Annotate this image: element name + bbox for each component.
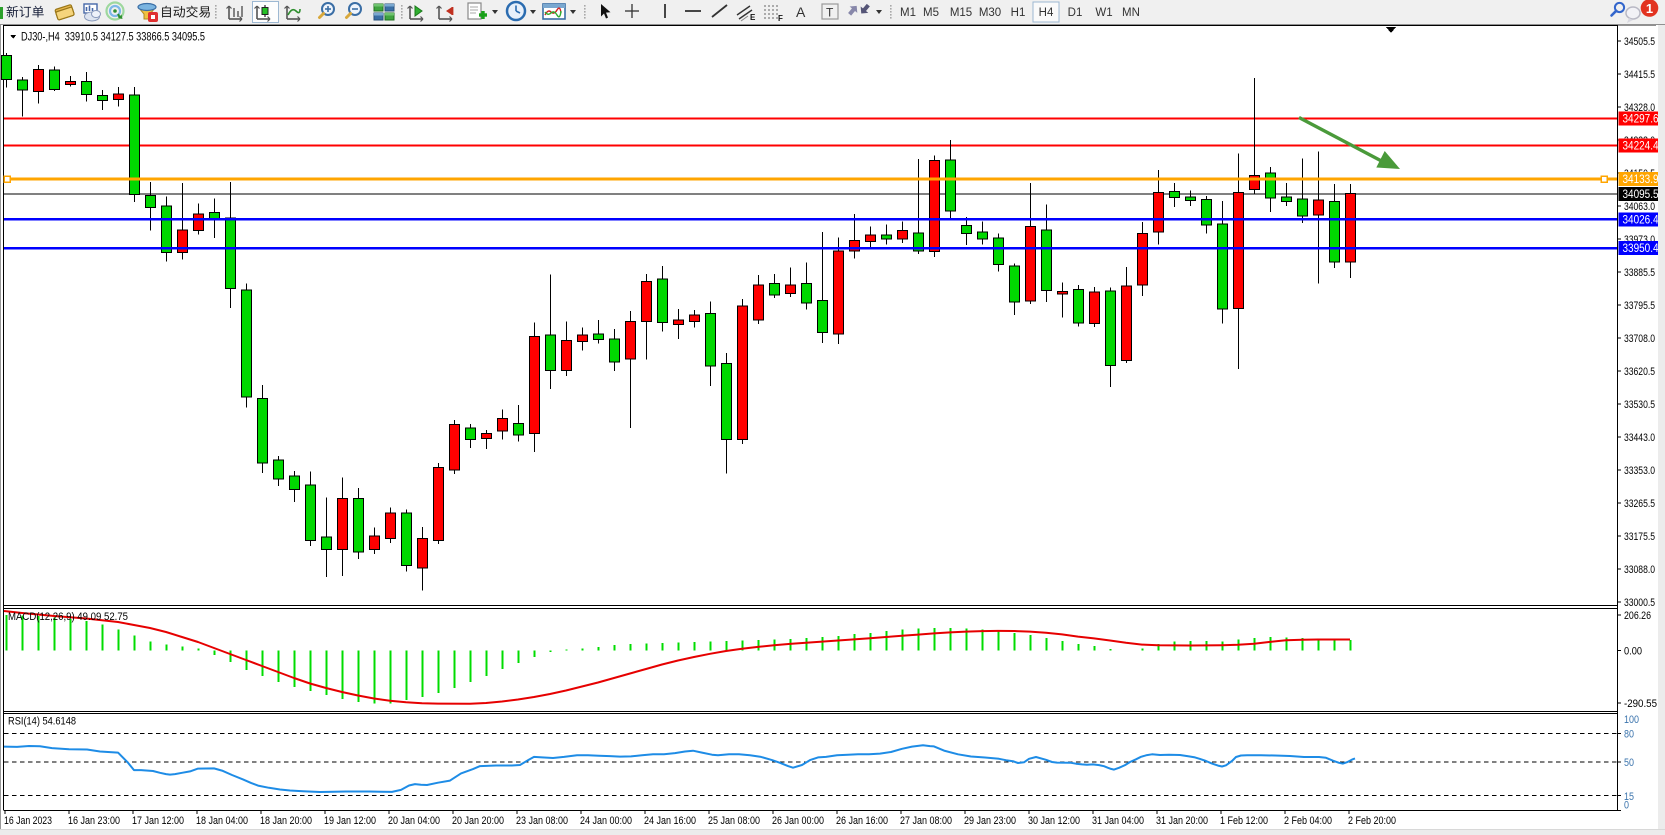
- svg-text:27 Jan 08:00: 27 Jan 08:00: [900, 815, 952, 827]
- svg-text:0: 0: [1624, 800, 1629, 812]
- svg-text:33265.5: 33265.5: [1624, 498, 1655, 510]
- svg-text:1 Feb 12:00: 1 Feb 12:00: [1220, 815, 1268, 827]
- svg-text:206.26: 206.26: [1624, 610, 1651, 622]
- svg-text:H4: H4: [1039, 7, 1054, 19]
- svg-text:33088.0: 33088.0: [1624, 564, 1655, 576]
- svg-text:1: 1: [1646, 1, 1653, 16]
- svg-text:34505.5: 34505.5: [1624, 36, 1655, 48]
- svg-text:E: E: [750, 13, 756, 22]
- svg-text:50: 50: [1624, 757, 1634, 769]
- svg-text:34297.6: 34297.6: [1623, 113, 1659, 125]
- svg-text:24 Jan 16:00: 24 Jan 16:00: [644, 815, 696, 827]
- svg-text:33620.5: 33620.5: [1624, 366, 1655, 378]
- svg-text:33353.0: 33353.0: [1624, 465, 1655, 477]
- svg-text:33885.5: 33885.5: [1624, 267, 1655, 279]
- svg-text:33443.0: 33443.0: [1624, 432, 1655, 444]
- svg-text:W1: W1: [1095, 7, 1112, 19]
- svg-text:19 Jan 12:00: 19 Jan 12:00: [324, 815, 376, 827]
- svg-text:34095.5: 34095.5: [1623, 189, 1659, 201]
- svg-text:M5: M5: [923, 7, 939, 19]
- svg-text:A: A: [796, 4, 806, 20]
- svg-text:M30: M30: [979, 7, 1001, 19]
- svg-text:RSI(14) 54.6148: RSI(14) 54.6148: [8, 716, 76, 728]
- svg-text:29 Jan 23:00: 29 Jan 23:00: [964, 815, 1016, 827]
- svg-text:17 Jan 12:00: 17 Jan 12:00: [132, 815, 184, 827]
- svg-text:16 Jan 23:00: 16 Jan 23:00: [68, 815, 120, 827]
- svg-text:33000.5: 33000.5: [1624, 597, 1655, 609]
- svg-text:33950.4: 33950.4: [1623, 243, 1660, 255]
- svg-text:2 Feb 04:00: 2 Feb 04:00: [1284, 815, 1332, 827]
- svg-text:H1: H1: [1011, 7, 1026, 19]
- svg-text:24 Jan 00:00: 24 Jan 00:00: [580, 815, 632, 827]
- svg-text:2 Feb 20:00: 2 Feb 20:00: [1348, 815, 1396, 827]
- svg-text:20 Jan 04:00: 20 Jan 04:00: [388, 815, 440, 827]
- svg-text:33795.5: 33795.5: [1624, 300, 1655, 312]
- svg-text:-290.55: -290.55: [1624, 698, 1657, 710]
- svg-text:31 Jan 20:00: 31 Jan 20:00: [1156, 815, 1208, 827]
- svg-text:31 Jan 04:00: 31 Jan 04:00: [1092, 815, 1144, 827]
- svg-text:26 Jan 16:00: 26 Jan 16:00: [836, 815, 888, 827]
- svg-text:23 Jan 08:00: 23 Jan 08:00: [516, 815, 568, 827]
- svg-text:34415.5: 34415.5: [1624, 69, 1655, 81]
- svg-text:33530.5: 33530.5: [1624, 399, 1655, 411]
- svg-text:D1: D1: [1068, 7, 1083, 19]
- svg-text:34063.0: 34063.0: [1624, 201, 1655, 213]
- svg-text:16 Jan 2023: 16 Jan 2023: [4, 815, 52, 827]
- svg-text:15: 15: [1624, 791, 1634, 803]
- svg-text:DJ30-,H4 33910.5 34127.5 3386: DJ30-,H4 33910.5 34127.5 33866.5 34095.5: [21, 31, 205, 43]
- svg-text:T: T: [826, 6, 834, 20]
- svg-text:34026.4: 34026.4: [1623, 214, 1660, 226]
- svg-text:30 Jan 12:00: 30 Jan 12:00: [1028, 815, 1080, 827]
- svg-text:M1: M1: [900, 7, 916, 19]
- svg-text:F: F: [778, 14, 783, 23]
- svg-text:33708.0: 33708.0: [1624, 333, 1655, 345]
- svg-text:100: 100: [1624, 714, 1639, 726]
- svg-text:18 Jan 04:00: 18 Jan 04:00: [196, 815, 248, 827]
- svg-text:33175.5: 33175.5: [1624, 531, 1655, 543]
- svg-text:20 Jan 20:00: 20 Jan 20:00: [452, 815, 504, 827]
- svg-text:34133.9: 34133.9: [1623, 174, 1659, 186]
- svg-text:0.00: 0.00: [1624, 645, 1642, 657]
- svg-text:MACD(12,26,9) 49.09 52.75: MACD(12,26,9) 49.09 52.75: [8, 611, 128, 623]
- svg-text:25 Jan 08:00: 25 Jan 08:00: [708, 815, 760, 827]
- svg-text:MN: MN: [1122, 7, 1140, 19]
- svg-text:M15: M15: [950, 7, 972, 19]
- svg-text:34328.0: 34328.0: [1624, 102, 1655, 114]
- svg-text:34224.4: 34224.4: [1623, 141, 1660, 153]
- svg-text:26 Jan 00:00: 26 Jan 00:00: [772, 815, 824, 827]
- svg-text:18 Jan 20:00: 18 Jan 20:00: [260, 815, 312, 827]
- svg-text:80: 80: [1624, 728, 1634, 740]
